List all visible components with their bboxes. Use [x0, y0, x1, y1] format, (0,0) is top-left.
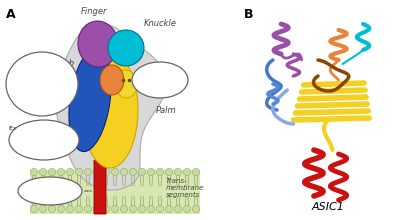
- Circle shape: [156, 205, 164, 213]
- Text: Knuckle: Knuckle: [144, 19, 177, 28]
- Circle shape: [192, 205, 200, 213]
- Ellipse shape: [108, 30, 144, 66]
- Circle shape: [130, 205, 137, 213]
- Circle shape: [183, 168, 191, 176]
- Text: B: B: [244, 8, 254, 21]
- Circle shape: [174, 168, 182, 176]
- Ellipse shape: [18, 177, 82, 205]
- Text: ASIC1: ASIC1: [312, 202, 345, 212]
- Circle shape: [156, 168, 164, 176]
- Ellipse shape: [69, 48, 111, 152]
- Text: Acidic pocket: Acidic pocket: [19, 60, 65, 66]
- Circle shape: [174, 205, 182, 213]
- Circle shape: [39, 168, 46, 176]
- Circle shape: [120, 168, 128, 176]
- Text: Trans-
membrane
segments: Trans- membrane segments: [166, 178, 204, 198]
- Ellipse shape: [82, 52, 138, 168]
- Text: Channel gate: Channel gate: [27, 184, 73, 190]
- Circle shape: [120, 205, 128, 213]
- Circle shape: [166, 168, 173, 176]
- Text: NSAIDs: NSAIDs: [144, 81, 176, 90]
- Circle shape: [94, 205, 101, 213]
- Circle shape: [147, 168, 155, 176]
- Text: H⁺: H⁺: [40, 135, 48, 141]
- Circle shape: [111, 168, 119, 176]
- Circle shape: [48, 168, 56, 176]
- Circle shape: [39, 205, 46, 213]
- Circle shape: [76, 168, 82, 176]
- Circle shape: [84, 168, 92, 176]
- Text: Ca²⁺: Ca²⁺: [34, 78, 50, 84]
- Text: A: A: [6, 8, 16, 21]
- Circle shape: [58, 168, 64, 176]
- Circle shape: [130, 168, 137, 176]
- Circle shape: [76, 205, 82, 213]
- Circle shape: [30, 205, 38, 213]
- Text: H⁺: H⁺: [38, 69, 46, 75]
- Text: Thumb: Thumb: [46, 59, 74, 68]
- Circle shape: [166, 205, 173, 213]
- Text: PcTx1: PcTx1: [30, 86, 54, 92]
- Text: Palm: Palm: [156, 106, 177, 114]
- Circle shape: [66, 205, 74, 213]
- Ellipse shape: [9, 120, 79, 160]
- Circle shape: [94, 168, 101, 176]
- Text: Small molecules: Small molecules: [10, 95, 74, 101]
- Circle shape: [138, 205, 146, 213]
- Text: Extracellular vestibule: Extracellular vestibule: [9, 126, 79, 132]
- Circle shape: [192, 168, 200, 176]
- Ellipse shape: [115, 70, 137, 98]
- Bar: [30, 170, 200, 214]
- Circle shape: [48, 205, 56, 213]
- Circle shape: [102, 205, 110, 213]
- Ellipse shape: [132, 62, 188, 98]
- Ellipse shape: [78, 21, 118, 67]
- Polygon shape: [94, 160, 106, 214]
- Text: Amiloride: Amiloride: [31, 192, 69, 198]
- Text: β-ball: β-ball: [147, 70, 169, 79]
- Circle shape: [102, 168, 110, 176]
- Ellipse shape: [100, 65, 124, 95]
- Circle shape: [138, 168, 146, 176]
- Circle shape: [111, 205, 119, 213]
- Circle shape: [30, 168, 38, 176]
- Polygon shape: [56, 24, 165, 190]
- Circle shape: [58, 205, 64, 213]
- Circle shape: [183, 205, 191, 213]
- Circle shape: [84, 205, 92, 213]
- Text: Finger: Finger: [81, 7, 107, 16]
- Text: Ca²⁺: Ca²⁺: [36, 143, 52, 149]
- Circle shape: [147, 205, 155, 213]
- Circle shape: [66, 168, 74, 176]
- Ellipse shape: [6, 52, 78, 116]
